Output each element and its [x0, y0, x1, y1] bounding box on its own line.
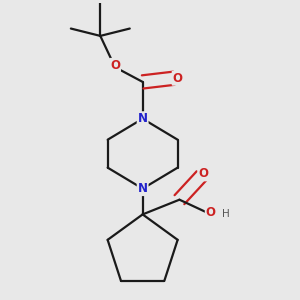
Text: O: O [198, 167, 208, 180]
Text: N: N [138, 112, 148, 125]
Text: H: H [222, 209, 230, 219]
Text: O: O [110, 59, 120, 72]
Text: O: O [172, 72, 183, 85]
Text: O: O [206, 206, 216, 219]
Text: N: N [138, 182, 148, 195]
